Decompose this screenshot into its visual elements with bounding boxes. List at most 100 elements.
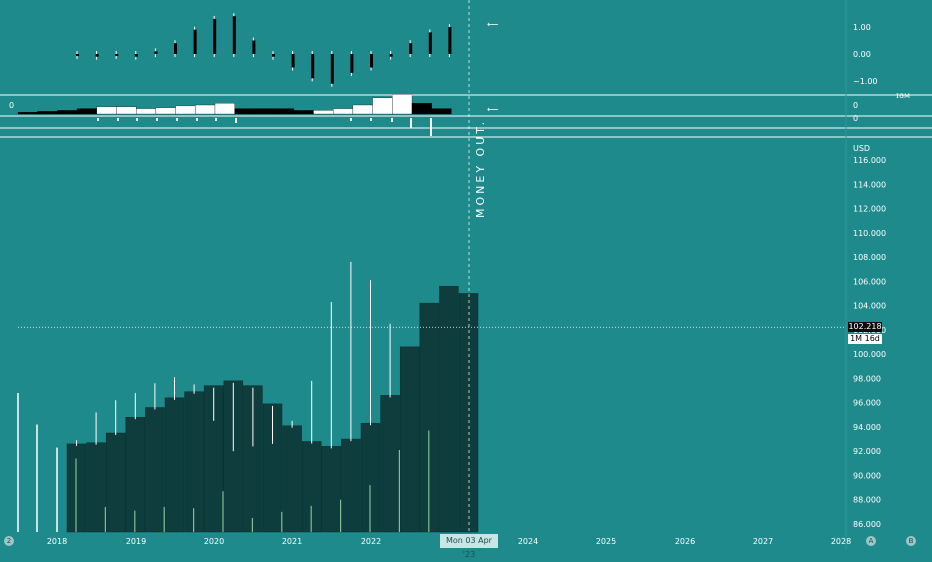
price-tick-label: 108.000 — [853, 253, 886, 262]
osc2-bar — [234, 108, 255, 115]
osc1-tick-label: −1.00 — [853, 77, 878, 86]
osc1-bar — [115, 54, 119, 56]
price-tick-label: 98.000 — [853, 374, 881, 383]
osc2-bar — [431, 108, 452, 115]
osc1-bar — [330, 54, 334, 84]
osc2-signal-tick — [196, 118, 198, 121]
osc2-bar — [293, 110, 314, 115]
money-out-annotation: MONEY OUT. — [474, 118, 487, 218]
price-tick-label: 112.000 — [853, 205, 886, 214]
osc1-bar — [350, 54, 354, 73]
time-tick-label: 2021 — [282, 537, 302, 546]
price-tick-label: 86.000 — [853, 520, 881, 529]
osc2-bar — [96, 106, 117, 115]
price-tick-label: 90.000 — [853, 471, 881, 480]
current-price-tag: 102.218 — [848, 322, 882, 332]
osc2-bar — [372, 97, 393, 115]
osc2-bar — [352, 104, 373, 115]
osc1-bar — [193, 29, 197, 54]
price-tick-label: 106.000 — [853, 277, 886, 286]
osc2-right-label2: 0 — [853, 114, 858, 123]
price-tick-label: 92.000 — [853, 447, 881, 456]
osc1-arrow: ⟵ — [487, 20, 499, 29]
price-bar — [86, 442, 106, 533]
osc1-bar — [409, 43, 413, 54]
osc2-bar — [76, 108, 97, 115]
price-bar — [105, 432, 126, 533]
osc2-zero-label: 0 — [9, 101, 14, 110]
price-tick-label: 116.000 — [853, 156, 886, 165]
osc2-signal-tick — [391, 118, 393, 122]
osc2-signal-tick — [235, 118, 237, 123]
price-tick-label: 100.000 — [853, 350, 886, 359]
time-tick-label: 2027 — [753, 537, 773, 546]
osc2-bar — [136, 108, 157, 115]
osc2-signal-tick — [410, 118, 412, 128]
osc1-tick-label: 1.00 — [853, 23, 871, 32]
osc1-bar — [428, 32, 432, 54]
oscillator-pane-1: 1.00 0.00 −1.00 ⟵ — [76, 13, 878, 87]
time-tick-label: 2020 — [204, 537, 224, 546]
osc2-bar — [254, 108, 275, 115]
osc1-bar — [389, 54, 393, 57]
osc2-signal-tick — [370, 118, 372, 121]
time-axis: 2018 2019 2020 2021 2022 2024 2025 2026 2027 2028 — [47, 537, 851, 546]
time-tick-label: 2026 — [675, 537, 695, 546]
price-tick-label: 96.000 — [853, 399, 881, 408]
osc2-bar — [273, 108, 294, 115]
osc2-bar — [313, 110, 334, 115]
osc2-signal-tick — [176, 118, 178, 121]
osc2-signal-tick — [117, 118, 119, 121]
osc2-arrow: ⟵ — [487, 105, 499, 114]
osc1-bar — [272, 54, 275, 57]
osc2-signal-tick — [350, 118, 352, 121]
osc2-signal-tick — [156, 118, 158, 121]
price-bar — [439, 285, 459, 533]
osc2-right-label: 0 — [853, 101, 858, 110]
osc1-bar — [95, 54, 99, 57]
time-tick-label: 2019 — [126, 537, 146, 546]
osc1-bar — [370, 54, 373, 68]
osc2-bar — [195, 104, 216, 115]
pane-separators — [0, 0, 932, 550]
price-bar — [321, 446, 342, 533]
price-bar — [262, 403, 283, 533]
osc2-bar — [37, 111, 58, 115]
price-bar — [145, 407, 165, 533]
scale-button-left[interactable]: 2 — [4, 536, 14, 546]
osc2-bar — [214, 103, 235, 115]
osc2-signal-tick — [430, 118, 432, 136]
price-tick-label: 88.000 — [853, 496, 881, 505]
price-bar — [399, 346, 420, 533]
price-tick-label: 104.000 — [853, 302, 886, 311]
osc1-tick-label: 0.00 — [853, 50, 871, 59]
osc1-bar — [311, 54, 315, 79]
osc2-bar — [17, 112, 38, 115]
price-bar — [380, 395, 400, 533]
osc1-bar — [154, 51, 158, 54]
log-scale-button[interactable]: B — [906, 536, 916, 546]
osc2-bar — [333, 108, 354, 115]
osc1-bar — [232, 16, 236, 54]
currency-label: USD — [853, 144, 870, 153]
price-bar — [458, 293, 479, 533]
price-pane — [17, 261, 846, 533]
price-bar — [223, 380, 244, 533]
osc2-bar — [57, 110, 78, 115]
osc1-bar — [252, 40, 256, 54]
osc2-bar — [155, 107, 176, 115]
osc2-signal-tick — [215, 118, 217, 121]
price-bar — [164, 397, 185, 533]
osc1-bar — [134, 54, 138, 57]
osc2-bar — [392, 94, 413, 115]
osc1-bar — [448, 27, 452, 54]
osc1-bar — [174, 43, 177, 54]
auto-scale-button[interactable]: A — [866, 536, 876, 546]
osc1-bar — [76, 54, 79, 56]
time-tick-label: 2028 — [831, 537, 851, 546]
price-tick-label: 114.000 — [853, 180, 886, 189]
time-tick-label: 2024 — [518, 537, 538, 546]
osc1-bar — [213, 18, 217, 54]
